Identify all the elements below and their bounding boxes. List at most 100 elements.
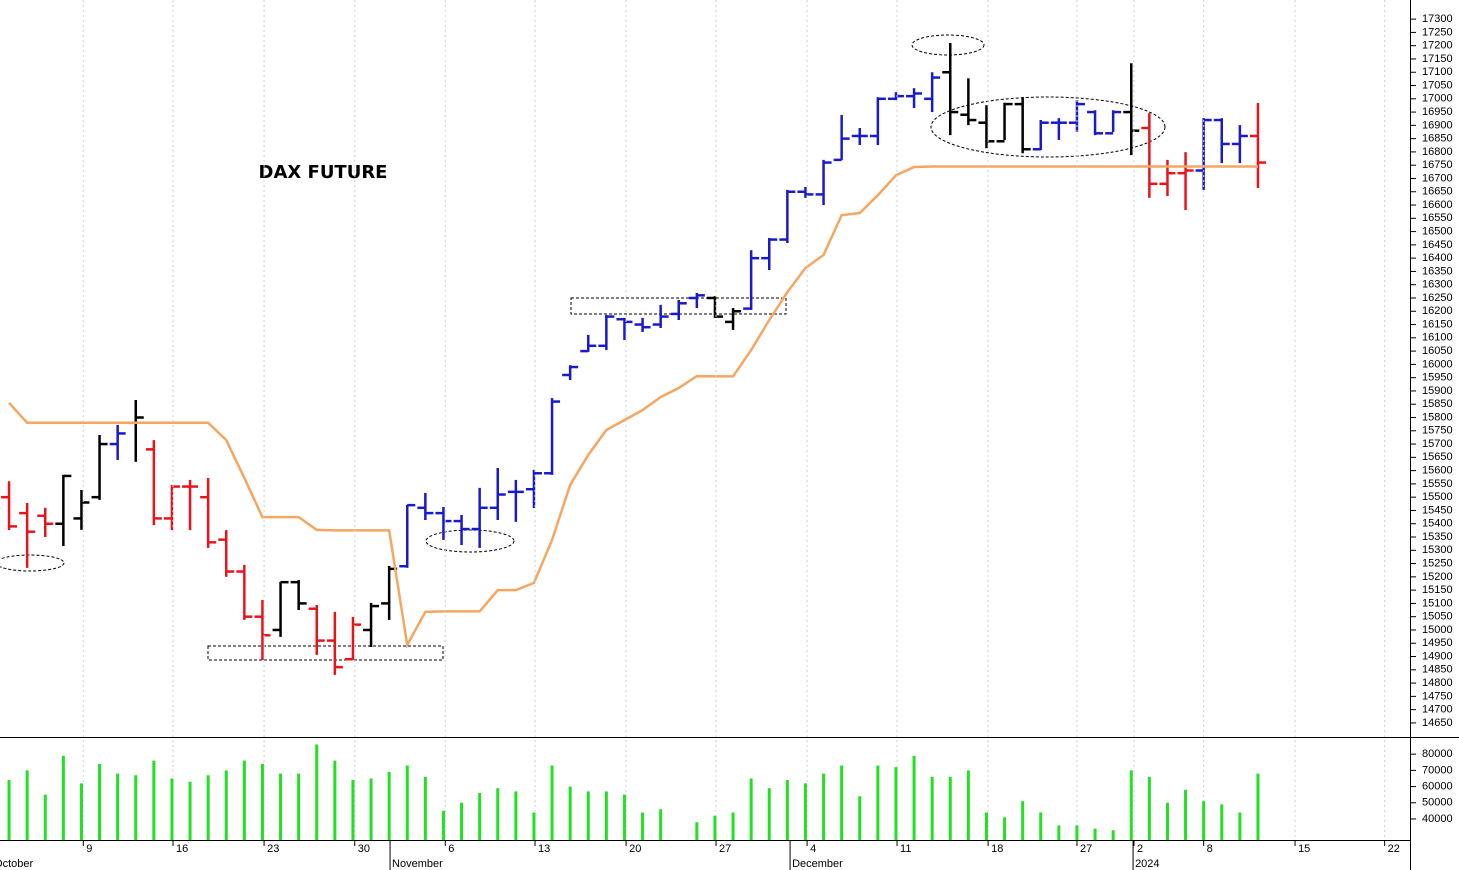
volume-bar <box>641 812 645 840</box>
x-tick-label: 4 <box>810 843 816 855</box>
annotation-ellipse <box>911 34 985 56</box>
y-tick-label: 16400 <box>1422 252 1453 264</box>
y-tick-label: 15100 <box>1422 597 1453 609</box>
y-tick-label: 15550 <box>1422 478 1453 490</box>
month-label: 2024 <box>1135 858 1159 870</box>
y-tick-label: 14650 <box>1422 717 1453 729</box>
y-tick-label: 50000 <box>1422 797 1453 809</box>
y-tick-label: 40000 <box>1422 813 1453 825</box>
volume-bar <box>206 775 210 840</box>
y-tick-label: 15350 <box>1422 531 1453 543</box>
volume-bar <box>1220 804 1224 840</box>
volume-bar <box>1003 817 1007 840</box>
volume-bar <box>876 765 880 840</box>
volume-bar <box>460 802 464 840</box>
y-tick-label: 15400 <box>1422 518 1453 530</box>
y-tick-label: 17150 <box>1422 53 1453 65</box>
y-tick-label: 80000 <box>1422 748 1453 760</box>
volume-bar <box>224 770 228 840</box>
y-tick-label: 17300 <box>1422 13 1453 25</box>
volume-bar <box>7 780 11 840</box>
annotation-ellipse <box>425 529 515 553</box>
volume-bar <box>822 773 826 840</box>
y-tick-label: 16750 <box>1422 159 1453 171</box>
volume-bar <box>297 773 301 840</box>
y-tick-label: 16050 <box>1422 345 1453 357</box>
y-tick-label: 14750 <box>1422 690 1453 702</box>
y-tick-label: 15800 <box>1422 411 1453 423</box>
volume-bar <box>441 810 445 840</box>
volume-bar <box>170 778 174 840</box>
volume-bar <box>387 772 391 840</box>
volume-bar <box>315 744 319 840</box>
volume-bar <box>1021 801 1025 840</box>
y-tick-label: 15200 <box>1422 571 1453 583</box>
volume-bar <box>116 773 120 840</box>
volume-bar <box>1184 789 1188 840</box>
y-tick-label: 16550 <box>1422 212 1453 224</box>
volume-bar <box>242 760 246 840</box>
stop-line <box>8 165 1258 649</box>
y-tick-label: 15750 <box>1422 425 1453 437</box>
volume-bar <box>1165 802 1169 840</box>
y-tick-label: 17200 <box>1422 40 1453 52</box>
y-tick-label: 16950 <box>1422 106 1453 118</box>
volume-bar <box>731 812 735 840</box>
y-tick-label: 17000 <box>1422 93 1453 105</box>
volume-bar <box>188 781 192 840</box>
annotation-ellipse <box>930 96 1166 158</box>
volume-bar <box>369 778 373 840</box>
y-tick-label: 16850 <box>1422 133 1453 145</box>
x-tick-label: 30 <box>358 843 370 855</box>
volume-bar <box>98 763 102 840</box>
x-tick-label: 27 <box>1080 843 1092 855</box>
volume-bar <box>767 788 771 840</box>
x-tick-label: 6 <box>448 843 454 855</box>
volume-bar <box>568 786 572 840</box>
volume-bar <box>405 765 409 840</box>
x-tick-label: 2 <box>1137 843 1143 855</box>
y-tick-label: 60000 <box>1422 780 1453 792</box>
month-label: October <box>0 858 34 870</box>
volume-bar <box>532 812 536 840</box>
volume-bar <box>25 770 29 840</box>
volume-bar <box>984 812 988 840</box>
y-tick-label: 16650 <box>1422 186 1453 198</box>
volume-bar <box>260 763 264 840</box>
annotation-box <box>207 645 444 661</box>
y-tick-label: 70000 <box>1422 764 1453 776</box>
month-label: November <box>392 858 443 870</box>
y-tick-label: 17050 <box>1422 79 1453 91</box>
x-tick-label: 22 <box>1388 843 1400 855</box>
y-tick-label: 14850 <box>1422 664 1453 676</box>
volume-bar <box>279 773 283 840</box>
y-tick-label: 16500 <box>1422 225 1453 237</box>
y-tick-label: 16000 <box>1422 358 1453 370</box>
volume-bar <box>514 791 518 840</box>
y-tick-label: 16800 <box>1422 146 1453 158</box>
volume-bar <box>351 780 355 840</box>
y-tick-label: 17100 <box>1422 66 1453 78</box>
volume-bar <box>152 760 156 840</box>
x-tick-label: 8 <box>1207 843 1213 855</box>
x-tick-label: 16 <box>176 843 188 855</box>
y-tick-label: 15650 <box>1422 451 1453 463</box>
volume-bar <box>1129 770 1133 840</box>
y-tick-label: 16350 <box>1422 265 1453 277</box>
y-tick-label: 16300 <box>1422 279 1453 291</box>
volume-bar <box>1075 825 1079 840</box>
y-tick-label: 16450 <box>1422 239 1453 251</box>
volume-bar <box>423 776 427 840</box>
volume-bar <box>1238 812 1242 840</box>
volume-bar <box>79 783 83 840</box>
volume-bar <box>496 788 500 840</box>
month-label: December <box>792 858 843 870</box>
volume-bar <box>1111 830 1115 840</box>
y-tick-label: 15900 <box>1422 385 1453 397</box>
volume-bar <box>659 809 663 840</box>
volume-bar <box>1057 825 1061 840</box>
y-tick-label: 16900 <box>1422 119 1453 131</box>
y-tick-label: 15300 <box>1422 544 1453 556</box>
